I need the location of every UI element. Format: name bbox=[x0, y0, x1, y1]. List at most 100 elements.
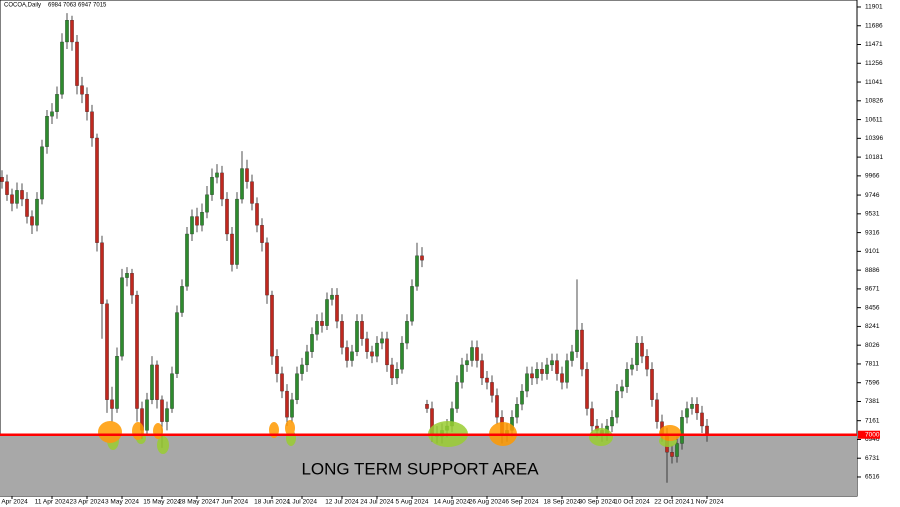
candle-body bbox=[260, 225, 264, 243]
candle-body bbox=[530, 373, 534, 379]
x-tick-label: 28 May 2024 bbox=[178, 499, 216, 506]
candle-body bbox=[470, 347, 474, 361]
x-tick-label: 1 Nov 2024 bbox=[690, 499, 724, 506]
candle-body bbox=[150, 364, 154, 400]
candle-body bbox=[310, 334, 314, 352]
candle-body bbox=[385, 338, 389, 366]
candle-body bbox=[200, 212, 204, 226]
candle-body bbox=[350, 351, 354, 361]
candle-body bbox=[405, 321, 409, 344]
candle-body bbox=[0, 177, 4, 182]
x-tick-label: 12 Jul 2024 bbox=[325, 499, 359, 506]
candle-body bbox=[680, 417, 684, 444]
candle-body bbox=[355, 321, 359, 352]
candle-body bbox=[640, 342, 644, 357]
candle-body bbox=[705, 425, 709, 435]
y-tick-label: 7811 bbox=[865, 361, 879, 368]
x-tick-label: 5 Aug 2024 bbox=[396, 499, 429, 506]
x-tick-label: 22 Oct 2024 bbox=[654, 499, 690, 506]
x-tick-label: 23 Apr 2024 bbox=[69, 499, 104, 506]
candle-body bbox=[625, 369, 629, 387]
candle-body bbox=[110, 399, 114, 409]
candle-body bbox=[635, 342, 639, 366]
candle-body bbox=[425, 404, 429, 409]
y-tick-label: 11471 bbox=[865, 41, 883, 48]
y-tick-label: 9316 bbox=[865, 229, 880, 236]
candle-body bbox=[45, 116, 49, 147]
chart-title: COCOA,Daily bbox=[4, 3, 41, 9]
candle-body bbox=[620, 386, 624, 392]
candle-body bbox=[190, 216, 194, 235]
candle-body bbox=[575, 329, 579, 352]
candle-body bbox=[245, 168, 249, 182]
candle-body bbox=[520, 390, 524, 405]
candle-body bbox=[610, 417, 614, 427]
support-area bbox=[0, 434, 857, 496]
candle-body bbox=[415, 255, 419, 287]
x-tick-label: 14 Aug 2024 bbox=[434, 499, 471, 506]
candle-body bbox=[630, 364, 634, 370]
candle-body bbox=[90, 111, 94, 139]
candle-body bbox=[465, 360, 469, 366]
candle-body bbox=[695, 404, 699, 414]
y-tick-label: 10396 bbox=[865, 135, 883, 142]
highlight bbox=[132, 422, 144, 440]
candle-body bbox=[120, 277, 124, 357]
candle-body bbox=[270, 294, 274, 357]
candle-body bbox=[205, 194, 209, 213]
candle-body bbox=[580, 329, 584, 370]
candle-body bbox=[525, 373, 529, 392]
x-tick-label: 3 May 2024 bbox=[105, 499, 139, 506]
plot-area bbox=[0, 0, 858, 497]
candle-body bbox=[315, 321, 319, 335]
candle-body bbox=[540, 369, 544, 374]
y-tick-label: 11256 bbox=[865, 60, 883, 67]
candle-body bbox=[165, 408, 169, 422]
highlight bbox=[285, 420, 295, 436]
candle-body bbox=[175, 312, 179, 374]
x-tick-label: 30 Sep 2024 bbox=[579, 499, 616, 506]
y-tick-label: 10611 bbox=[865, 116, 883, 123]
candle-body bbox=[75, 41, 79, 86]
y-tick-label: 7161 bbox=[865, 417, 880, 424]
candle-body bbox=[130, 273, 134, 296]
highlight bbox=[589, 428, 613, 446]
y-tick-label: 11901 bbox=[865, 4, 883, 11]
candle-body bbox=[345, 347, 349, 361]
support-label: 7000 bbox=[865, 431, 880, 438]
candle-body bbox=[105, 303, 109, 400]
candle-body bbox=[700, 412, 704, 427]
candle-body bbox=[280, 373, 284, 392]
candle-body bbox=[255, 203, 259, 226]
candle-body bbox=[590, 408, 594, 427]
candle-body bbox=[220, 172, 224, 200]
y-tick-label: 9101 bbox=[865, 248, 880, 255]
candle-body bbox=[570, 351, 574, 361]
x-tick-label: 18 Sep 2024 bbox=[544, 499, 581, 506]
candle-body bbox=[690, 404, 694, 409]
candle-body bbox=[375, 342, 379, 357]
candle-body bbox=[340, 321, 344, 348]
y-tick-label: 7381 bbox=[865, 398, 880, 405]
candle-body bbox=[35, 198, 39, 226]
candle-body bbox=[325, 299, 329, 326]
candle-body bbox=[295, 373, 299, 400]
candle-body bbox=[70, 20, 74, 43]
candle-body bbox=[20, 190, 24, 200]
y-tick-label: 6516 bbox=[865, 474, 880, 481]
candle-body bbox=[390, 364, 394, 379]
highlights bbox=[98, 420, 681, 454]
candle-body bbox=[5, 181, 9, 195]
candle-body bbox=[65, 20, 69, 43]
candle-body bbox=[380, 338, 384, 344]
y-tick-label: 10826 bbox=[865, 98, 883, 105]
candle-body bbox=[50, 111, 54, 117]
highlight bbox=[98, 421, 122, 443]
candle-body bbox=[15, 190, 19, 204]
candle-body bbox=[155, 364, 159, 400]
candle-body bbox=[300, 364, 304, 374]
candle-body bbox=[180, 286, 184, 313]
candle-body bbox=[495, 395, 499, 418]
candle-body bbox=[480, 360, 484, 379]
candle-body bbox=[370, 351, 374, 357]
